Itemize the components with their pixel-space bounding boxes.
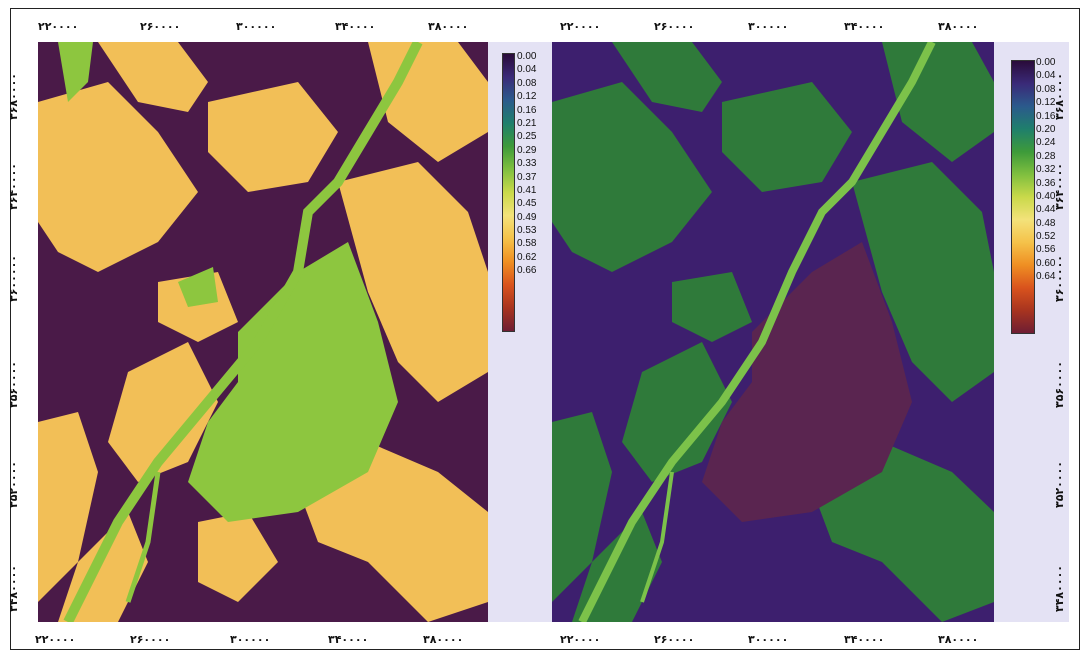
- class-region: [158, 272, 238, 342]
- y-tick: ۳۵۶۰۰۰۰: [1053, 361, 1066, 408]
- class-region: [552, 412, 612, 602]
- colorbar-label: 0.58: [517, 238, 537, 250]
- x-tick: ۳۰۰۰۰۰: [230, 633, 271, 646]
- x-tick: ۲۶۰۰۰۰: [654, 633, 695, 646]
- class-region: [208, 82, 338, 192]
- class-region: [622, 342, 732, 482]
- colorbar-label: 0.25: [517, 131, 537, 143]
- colorbar-label: 0.48: [1036, 217, 1056, 229]
- x-tick: ۳۸۰۰۰۰: [428, 20, 469, 33]
- x-tick: ۳۴۰۰۰۰: [335, 20, 376, 33]
- class-region: [702, 242, 912, 522]
- x-tick: ۳۰۰۰۰۰: [748, 633, 789, 646]
- colorbar-label: 0.16: [517, 104, 537, 116]
- class-region: [552, 82, 712, 272]
- x-tick: ۲۲۰۰۰۰: [38, 20, 79, 33]
- colorbar-label: 0.04: [517, 64, 537, 76]
- class-region: [672, 272, 752, 342]
- colorbar-label: 0.04: [1036, 70, 1056, 82]
- map-left-raster: [38, 42, 488, 622]
- class-region: [38, 412, 98, 602]
- y-tick: ۳۴۸۰۰۰۰: [1053, 565, 1066, 612]
- colorbar-label: 0.12: [517, 91, 537, 103]
- y-tick: ۳۶۴۰۰۰۰: [7, 163, 20, 210]
- class-region: [108, 342, 218, 482]
- colorbar-label: 0.12: [1036, 97, 1056, 109]
- x-tick: ۲۲۰۰۰۰: [560, 20, 601, 33]
- y-tick: ۳۵۲۰۰۰۰: [1053, 461, 1066, 508]
- colorbar-label: 0.62: [517, 251, 537, 263]
- colorbar-label: 0.64: [1036, 271, 1056, 283]
- x-tick: ۲۲۰۰۰۰: [35, 633, 76, 646]
- x-tick: ۳۴۰۰۰۰: [844, 20, 885, 33]
- class-region: [338, 162, 488, 402]
- class-region: [722, 82, 852, 192]
- y-tick: ۳۶۸۰۰۰۰: [7, 73, 20, 120]
- colorbar-labels-left: 0.00 0.04 0.08 0.12 0.16 0.21 0.25 0.29 …: [517, 50, 536, 278]
- colorbar-label: 0.36: [1036, 177, 1056, 189]
- class-region: [188, 242, 398, 522]
- river: [578, 42, 936, 622]
- colorbar-label: 0.37: [517, 171, 537, 183]
- y-tick: ۳۵۶۰۰۰۰: [7, 361, 20, 408]
- colorbar-label: 0.53: [517, 225, 537, 237]
- map-left[interactable]: [38, 42, 488, 622]
- colorbar-label: 0.08: [1036, 83, 1056, 95]
- x-tick: ۲۲۰۰۰۰: [560, 633, 601, 646]
- colorbar-right: [1011, 60, 1035, 334]
- class-region: [852, 162, 994, 402]
- colorbar-label: 0.44: [1036, 204, 1056, 216]
- x-tick: ۲۶۰۰۰۰: [654, 20, 695, 33]
- river: [640, 471, 674, 603]
- colorbar-label: 0.29: [517, 144, 537, 156]
- class-region: [58, 42, 93, 102]
- river: [63, 42, 423, 622]
- colorbar-label: 0.52: [1036, 231, 1056, 243]
- colorbar-label: 0.66: [517, 265, 537, 277]
- colorbar-label: 0.45: [517, 198, 537, 210]
- y-tick: ۳۶۰۰۰۰۰: [1053, 255, 1066, 302]
- colorbar-label: 0.20: [1036, 123, 1056, 135]
- x-tick: ۲۶۰۰۰۰: [140, 20, 181, 33]
- colorbar-label: 0.49: [517, 211, 537, 223]
- x-tick: ۳۸۰۰۰۰: [423, 633, 464, 646]
- x-tick: ۳۰۰۰۰۰: [236, 20, 277, 33]
- colorbar-label: 0.00: [1036, 57, 1056, 68]
- colorbar-label: 0.16: [1036, 110, 1056, 122]
- y-tick: ۳۶۰۰۰۰۰: [7, 255, 20, 302]
- class-region: [178, 267, 218, 307]
- x-tick: ۳۴۰۰۰۰: [844, 633, 885, 646]
- class-region: [198, 512, 278, 602]
- class-region: [612, 42, 722, 112]
- map-right[interactable]: [552, 42, 994, 622]
- colorbar-label: 0.08: [517, 77, 537, 89]
- class-region: [882, 42, 994, 162]
- legend-panel-left: [488, 42, 552, 622]
- x-tick: ۳۰۰۰۰۰: [748, 20, 789, 33]
- river: [125, 471, 161, 603]
- y-tick: ۳۵۲۰۰۰۰: [7, 461, 20, 508]
- y-tick: ۳۴۸۰۰۰۰: [7, 565, 20, 612]
- colorbar-label: 0.33: [517, 158, 537, 170]
- y-tick: ۳۶۸۰۰۰۰: [1053, 73, 1066, 120]
- colorbar-label: 0.32: [1036, 164, 1056, 176]
- y-tick: ۳۶۴۰۰۰۰: [1053, 163, 1066, 210]
- colorbar-label: 0.56: [1036, 244, 1056, 256]
- x-tick: ۳۸۰۰۰۰: [938, 633, 979, 646]
- colorbar-label: 0.28: [1036, 150, 1056, 162]
- colorbar-labels-right: 0.00 0.04 0.08 0.12 0.16 0.20 0.24 0.28 …: [1036, 56, 1055, 284]
- x-tick: ۳۸۰۰۰۰: [938, 20, 979, 33]
- colorbar-left: [502, 53, 515, 332]
- colorbar-label: 0.40: [1036, 190, 1056, 202]
- class-region: [38, 82, 198, 272]
- class-region: [98, 42, 208, 112]
- map-right-raster: [552, 42, 994, 622]
- colorbar-label: 0.41: [517, 184, 537, 196]
- colorbar-label: 0.60: [1036, 257, 1056, 269]
- x-tick: ۲۶۰۰۰۰: [130, 633, 171, 646]
- colorbar-label: 0.21: [517, 117, 537, 129]
- x-tick: ۳۴۰۰۰۰: [328, 633, 369, 646]
- colorbar-label: 0.00: [517, 51, 537, 62]
- colorbar-label: 0.24: [1036, 137, 1056, 149]
